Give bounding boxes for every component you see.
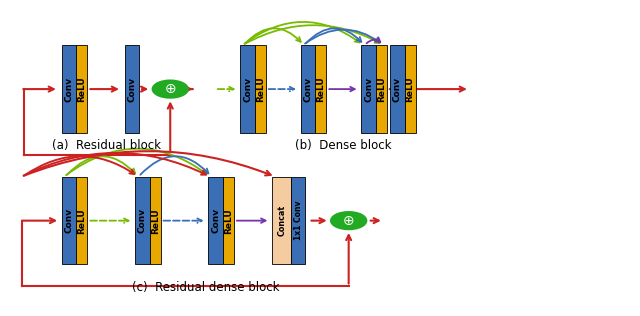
FancyBboxPatch shape — [376, 45, 387, 133]
FancyBboxPatch shape — [209, 177, 223, 264]
FancyBboxPatch shape — [390, 45, 404, 133]
FancyBboxPatch shape — [301, 45, 316, 133]
Text: 1x1 Conv: 1x1 Conv — [294, 201, 303, 240]
FancyBboxPatch shape — [291, 177, 305, 264]
Text: (b)  Dense block: (b) Dense block — [295, 139, 392, 152]
FancyBboxPatch shape — [62, 177, 76, 264]
Text: Conv: Conv — [393, 76, 402, 102]
FancyBboxPatch shape — [255, 45, 266, 133]
FancyBboxPatch shape — [135, 177, 150, 264]
Text: Conv: Conv — [211, 208, 220, 233]
FancyBboxPatch shape — [272, 177, 291, 264]
FancyBboxPatch shape — [76, 177, 88, 264]
FancyBboxPatch shape — [150, 177, 161, 264]
Text: (c)  Residual dense block: (c) Residual dense block — [132, 282, 279, 295]
Text: ReLU: ReLU — [150, 208, 160, 234]
FancyBboxPatch shape — [125, 45, 139, 133]
Text: Conv: Conv — [65, 208, 74, 233]
Text: Concat: Concat — [277, 205, 286, 236]
Text: Conv: Conv — [303, 76, 313, 102]
FancyBboxPatch shape — [76, 45, 88, 133]
FancyBboxPatch shape — [362, 45, 376, 133]
Text: ReLU: ReLU — [224, 208, 233, 234]
Text: ReLU: ReLU — [377, 76, 386, 102]
Circle shape — [152, 80, 188, 98]
Text: Conv: Conv — [243, 76, 252, 102]
Text: $\oplus$: $\oplus$ — [164, 82, 177, 96]
Text: Conv: Conv — [127, 76, 136, 102]
FancyBboxPatch shape — [316, 45, 326, 133]
Circle shape — [331, 212, 367, 229]
Text: (a)  Residual block: (a) Residual block — [52, 139, 161, 152]
Text: ReLU: ReLU — [77, 76, 86, 102]
FancyBboxPatch shape — [62, 45, 76, 133]
FancyBboxPatch shape — [241, 45, 255, 133]
FancyBboxPatch shape — [223, 177, 234, 264]
Text: ReLU: ReLU — [406, 76, 415, 102]
Text: Conv: Conv — [138, 208, 147, 233]
Text: ReLU: ReLU — [256, 76, 265, 102]
FancyBboxPatch shape — [404, 45, 415, 133]
Text: ReLU: ReLU — [316, 76, 325, 102]
Text: ReLU: ReLU — [77, 208, 86, 234]
Text: Conv: Conv — [65, 76, 74, 102]
Text: Conv: Conv — [364, 76, 373, 102]
Text: $\oplus$: $\oplus$ — [342, 214, 355, 228]
